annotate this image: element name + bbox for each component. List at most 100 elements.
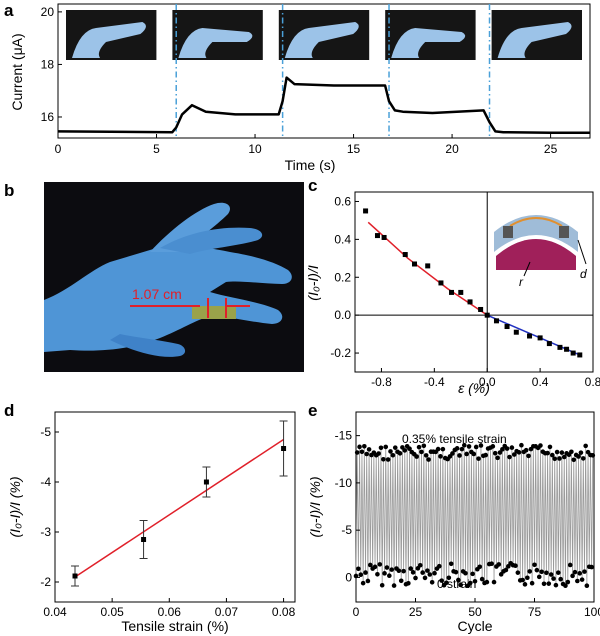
- chart-c-xlabel: ε (%): [458, 380, 490, 396]
- x-tick-label: -0.4: [424, 375, 445, 389]
- fit-line: [367, 221, 488, 316]
- cycle-point: [484, 579, 490, 585]
- cycle-point: [541, 581, 547, 587]
- cycle-point: [558, 576, 563, 582]
- cycle-point: [561, 454, 567, 460]
- cycle-point: [553, 582, 559, 588]
- chart-e-annotation-high: 0.35% tensile strain: [402, 432, 507, 446]
- inset-label-r: r: [519, 275, 524, 289]
- chart-d-marks: [71, 420, 288, 587]
- cycle-point: [457, 453, 462, 458]
- cycle-point: [491, 579, 497, 585]
- y-tick-label: -10: [335, 476, 353, 490]
- x-tick-label: 0.04: [43, 605, 67, 619]
- cycle-point: [356, 566, 361, 572]
- y-tick-label: -4: [40, 475, 51, 489]
- cycle-point: [520, 577, 525, 583]
- cycle-point: [421, 443, 427, 449]
- cycle-point: [509, 445, 515, 450]
- cycle-point: [575, 578, 580, 584]
- cycle-point: [552, 456, 558, 462]
- data-point: [449, 289, 455, 295]
- cycle-point: [529, 580, 535, 586]
- cycle-point: [522, 582, 528, 587]
- cycle-point: [423, 453, 429, 458]
- cycle-point: [389, 567, 395, 572]
- cycle-point: [519, 442, 524, 448]
- cycle-point: [544, 570, 549, 576]
- cycle-point: [458, 582, 464, 588]
- cycle-point: [550, 452, 555, 458]
- data-point: [513, 329, 519, 335]
- data-point: [438, 280, 444, 286]
- cycle-point: [427, 572, 433, 577]
- data-point: [202, 466, 211, 498]
- cycle-point: [492, 450, 498, 456]
- cycle-point: [473, 444, 479, 450]
- inset-photo: [491, 10, 582, 60]
- cycle-point: [453, 569, 459, 575]
- cycle-point: [362, 443, 367, 449]
- chart-c-marks: [363, 208, 583, 358]
- cycle-point: [407, 446, 412, 451]
- x-tick-label: 0.07: [215, 605, 239, 619]
- x-tick-label: 5: [153, 142, 160, 156]
- cycle-point: [366, 447, 372, 452]
- chart-d: 0.04 0.05 0.06 0.07 0.08 -2 -3 -4 -5 Tensile str…: [7, 411, 296, 634]
- cycle-point: [546, 581, 552, 586]
- cycle-point: [378, 445, 384, 451]
- cycle-point: [557, 456, 562, 461]
- chart-e-marks: [353, 442, 596, 589]
- cycle-point: [476, 456, 481, 461]
- cycle-point: [377, 562, 383, 567]
- cycle-point: [417, 562, 423, 568]
- cycle-point: [461, 442, 467, 448]
- data-point: [577, 352, 583, 358]
- data-point: [374, 233, 380, 239]
- data-point: [484, 312, 490, 318]
- cycle-point: [459, 446, 465, 452]
- cycle-point: [387, 573, 392, 579]
- chart-e: 0 25 50 75 100 0 -5 -10 -15 0.35% tensile strain…: [307, 411, 600, 634]
- cycle-point: [497, 450, 503, 455]
- cycle-point: [358, 572, 364, 578]
- cycle-point: [381, 456, 386, 462]
- data-point: [478, 306, 484, 312]
- y-tick-label: 0: [345, 570, 352, 584]
- y-tick-label: 0.6: [334, 194, 351, 208]
- chart-a-xlabel: Time (s): [285, 157, 336, 173]
- glove-shape: [44, 202, 292, 357]
- cycle-point: [365, 578, 371, 584]
- cycle-point: [556, 570, 561, 575]
- data-point: [493, 318, 499, 324]
- data-point: [504, 324, 510, 330]
- cycle-point: [450, 451, 455, 456]
- cycle-point: [437, 563, 442, 569]
- cycle-point: [532, 562, 537, 568]
- cycle-point: [545, 450, 550, 456]
- cycle-point: [539, 569, 544, 575]
- cycle-point: [385, 457, 391, 462]
- cycle-trace: [355, 445, 594, 586]
- cycle-point: [454, 446, 460, 451]
- cycle-point: [463, 570, 468, 576]
- cycle-point: [376, 451, 381, 456]
- cycle-point: [515, 570, 521, 575]
- cycle-point: [559, 450, 565, 455]
- cycle-point: [503, 567, 509, 573]
- data-point: [425, 263, 431, 269]
- chart-c-inset: r d: [488, 206, 587, 289]
- cycle-point: [467, 580, 473, 586]
- y-tick-label: -5: [341, 523, 352, 537]
- current-trace: [57, 76, 590, 134]
- data-point: [564, 346, 570, 352]
- chart-c: r d -0.8 -0.4 0.0 0.4 0.8 -0.2 0.0 0.2 0.4 0.6 ε …: [305, 191, 600, 396]
- x-tick-label: 0.08: [272, 605, 296, 619]
- cycle-point: [471, 451, 477, 457]
- cycle-point: [439, 578, 444, 583]
- cycle-point: [384, 565, 390, 570]
- y-tick-label: 0.2: [334, 270, 351, 284]
- cycle-point: [464, 451, 469, 457]
- y-tick-label: 0.4: [334, 232, 351, 246]
